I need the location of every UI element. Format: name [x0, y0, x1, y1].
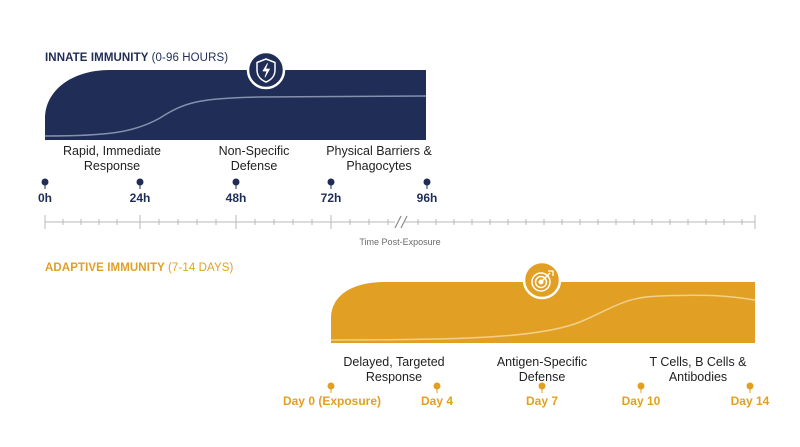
target-arrow-icon: [531, 270, 554, 292]
innate-band: [45, 70, 426, 140]
innate-tick-72h: 72h: [320, 191, 342, 205]
innate-tick-0h: 0h: [37, 191, 52, 205]
adaptive-desc-1: Delayed, Targeted Response: [343, 355, 445, 384]
adaptive-range: (7-14 DAYS): [167, 262, 234, 274]
adaptive-desc-2: Antigen-Specific Defense: [496, 355, 588, 384]
adaptive-tick-day4: Day 4: [420, 394, 454, 408]
innate-range: (0-96 HOURS): [151, 52, 229, 64]
innate-tick-96h: 96h: [416, 191, 438, 205]
innate-desc-2: Non-Specific Defense: [218, 144, 290, 173]
time-axis: [44, 215, 756, 229]
innate-curve: [44, 95, 427, 137]
axis-label: Time Post-Exposure: [359, 237, 441, 247]
adaptive-tick-markers: [327, 382, 754, 393]
innate-tick-48h: 48h: [225, 191, 247, 205]
innate-title-text: INNATE IMMUNITY: [45, 52, 149, 64]
innate-desc-1: Rapid, Immediate Response: [63, 144, 161, 173]
innate-tick-24h: 24h: [129, 191, 151, 205]
adaptive-tick-day7: Day 7: [525, 394, 559, 408]
adaptive-tick-day0: Day 0 (Exposure): [282, 394, 382, 408]
adaptive-tick-day14: Day 14: [730, 394, 770, 408]
innate-tick-markers: [41, 178, 431, 189]
adaptive-title: ADAPTIVE IMMUNITY (7-14 DAYS): [45, 262, 233, 274]
axis-break-icon: [394, 215, 408, 229]
adaptive-title-text: ADAPTIVE IMMUNITY: [45, 262, 165, 274]
adaptive-desc-3: T Cells, B Cells & Antibodies: [649, 355, 747, 384]
innate-title: INNATE IMMUNITY (0-96 HOURS): [45, 52, 228, 64]
innate-desc-3: Physical Barriers & Phagocytes: [326, 144, 432, 173]
adaptive-curve: [330, 294, 756, 341]
adaptive-tick-day10: Day 10: [621, 394, 661, 408]
shield-lightning-icon: [256, 58, 276, 83]
